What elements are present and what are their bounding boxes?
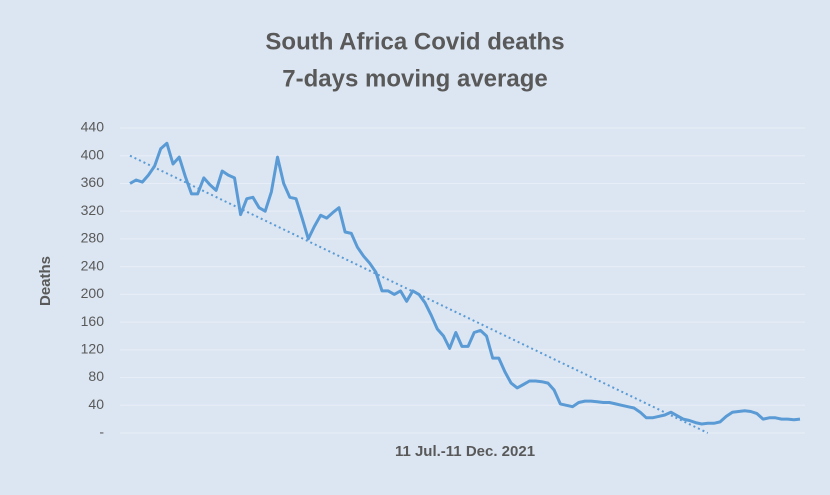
y-tick-label: 320 [81,202,105,218]
chart-title: South Africa Covid deaths [265,28,564,55]
y-tick-label: 280 [81,230,105,246]
y-tick-label: 440 [81,119,105,135]
y-tick-label: - [99,424,104,440]
trend-line [129,154,709,434]
chart-subtitle: 7-days moving average [282,65,547,92]
y-tick-label: 400 [81,146,105,162]
y-tick-label: 120 [81,341,105,357]
data-line [129,141,801,426]
x-axis-label: 11 Jul.-11 Dec. 2021 [395,443,535,460]
y-tick-label: 80 [88,368,104,384]
y-tick-label: 240 [81,257,105,273]
y-tick-label: 360 [81,174,105,190]
y-tick-label: 40 [88,396,104,412]
y-axis-label: Deaths [37,256,54,306]
y-tick-label: 160 [81,313,105,329]
y-tick-label: 200 [81,285,105,301]
